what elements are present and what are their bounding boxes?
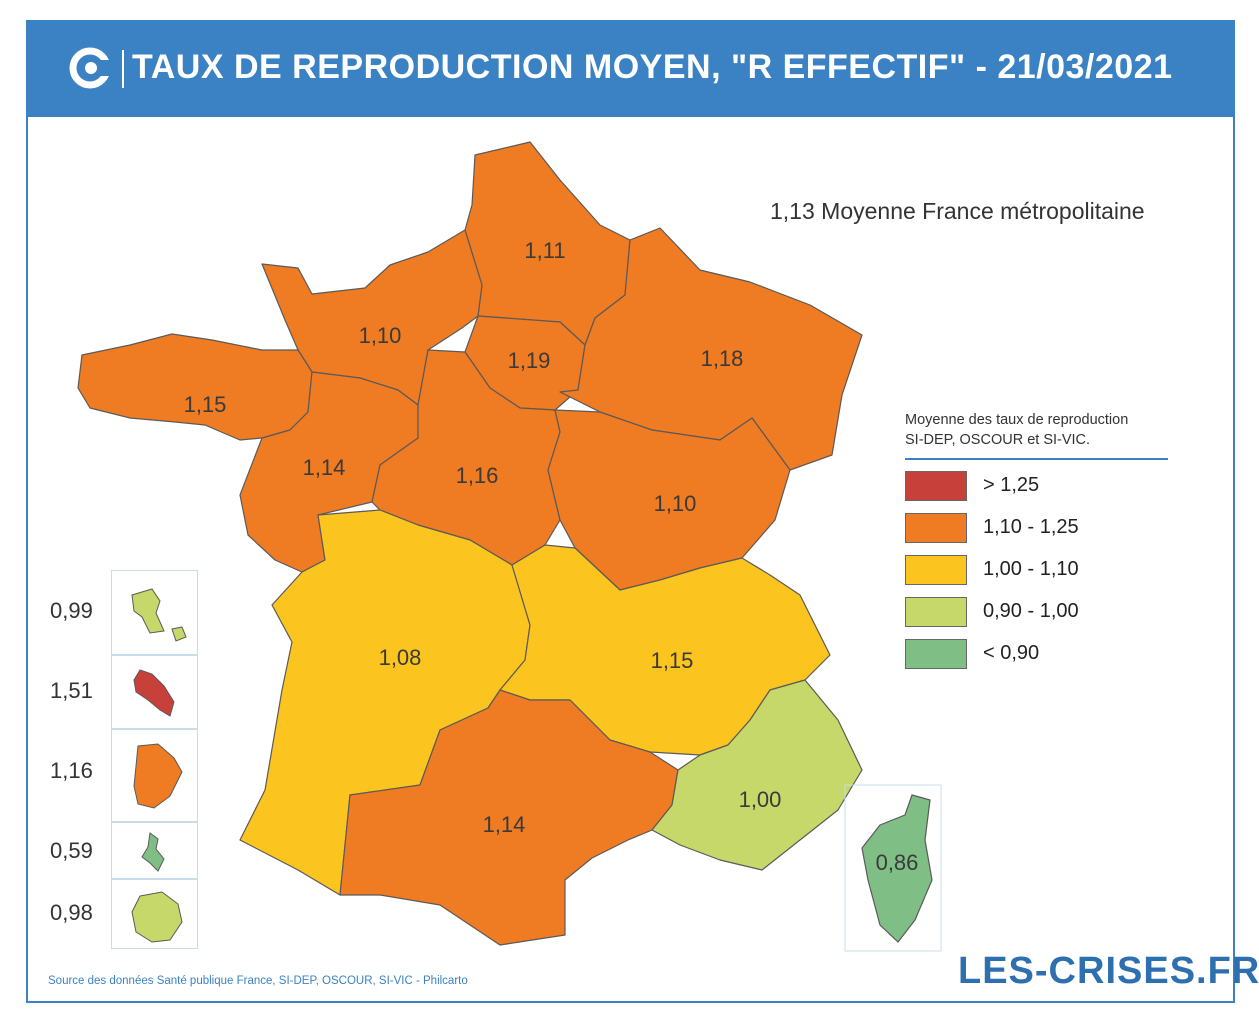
- region-value-label: 1,18: [701, 346, 744, 371]
- overseas-shape: [141, 832, 165, 872]
- region-value-label: 1,15: [651, 648, 694, 673]
- region-corse: [861, 794, 933, 943]
- region-occitanie: [339, 689, 679, 946]
- legend-divider: [905, 458, 1168, 460]
- overseas-inset-5: [111, 879, 198, 949]
- les-crises-logo-icon: [69, 47, 112, 89]
- region-value-label: 1,14: [303, 455, 346, 480]
- legend-label: 1,00 - 1,10: [983, 558, 1079, 580]
- overseas-shape: [133, 743, 183, 809]
- region-value-label: 1,10: [359, 323, 402, 348]
- overseas-value-label: 1,16: [50, 758, 93, 783]
- overseas-region: [131, 891, 183, 943]
- overseas-inset-4: [111, 822, 198, 879]
- title-divider: [122, 50, 124, 88]
- legend-title: Moyenne des taux de reproduction SI-DEP,…: [905, 410, 1175, 450]
- region-value-label: 1,16: [456, 463, 499, 488]
- region-provence-alpes-cote-d-azur: [651, 679, 863, 871]
- overseas-inset-2: [111, 655, 198, 729]
- overseas-shape: [131, 588, 187, 642]
- page-title: TAUX DE REPRODUCTION MOYEN, "R EFFECTIF"…: [132, 48, 1173, 86]
- region-value-label: 1,08: [379, 645, 422, 670]
- region-value-label: 1,14: [483, 812, 526, 837]
- legend-swatch: [905, 639, 967, 669]
- overseas-value-label: 0,59: [50, 838, 93, 863]
- region-value-label: 0,86: [876, 850, 919, 875]
- region-value-label: 1,15: [184, 392, 227, 417]
- overseas-region: [131, 588, 187, 642]
- overseas-value-label: 1,51: [50, 678, 93, 703]
- region-value-label: 1,19: [508, 348, 551, 373]
- overseas-shape: [131, 891, 183, 943]
- region-value-label: 1,10: [654, 491, 697, 516]
- overseas-shape: [133, 669, 175, 717]
- legend-title-line1: Moyenne des taux de reproduction: [905, 412, 1129, 428]
- average-label: 1,13 Moyenne France métropolitaine: [770, 198, 1145, 224]
- overseas-region: [133, 669, 175, 717]
- legend-swatch: [905, 513, 967, 543]
- region-bretagne: [77, 333, 313, 441]
- overseas-value-label: 0,99: [50, 598, 93, 623]
- overseas-value-label: 0,98: [50, 900, 93, 925]
- overseas-region: [141, 832, 165, 872]
- legend-swatch: [905, 555, 967, 585]
- source-note: Source des données Santé publique France…: [48, 975, 468, 987]
- legend-swatch: [905, 471, 967, 501]
- legend-label: 0,90 - 1,00: [983, 600, 1079, 622]
- overseas-region: [133, 743, 183, 809]
- legend-swatch: [905, 597, 967, 627]
- legend-title-line2: SI-DEP, OSCOUR et SI-VIC.: [905, 432, 1091, 448]
- corse-inset-frame: [844, 784, 942, 952]
- legend-label: 1,10 - 1,25: [983, 516, 1079, 538]
- legend-label: < 0,90: [983, 642, 1040, 664]
- overseas-inset-3: [111, 729, 198, 822]
- legend-label: > 1,25: [983, 474, 1040, 496]
- brand-logo: LES-CRISES.FR: [958, 950, 1259, 992]
- region-value-label: 1,00: [739, 787, 782, 812]
- overseas-inset-1: [111, 570, 198, 655]
- title-bar: TAUX DE REPRODUCTION MOYEN, "R EFFECTIF"…: [26, 20, 1235, 117]
- region-value-label: 1,11: [524, 238, 565, 263]
